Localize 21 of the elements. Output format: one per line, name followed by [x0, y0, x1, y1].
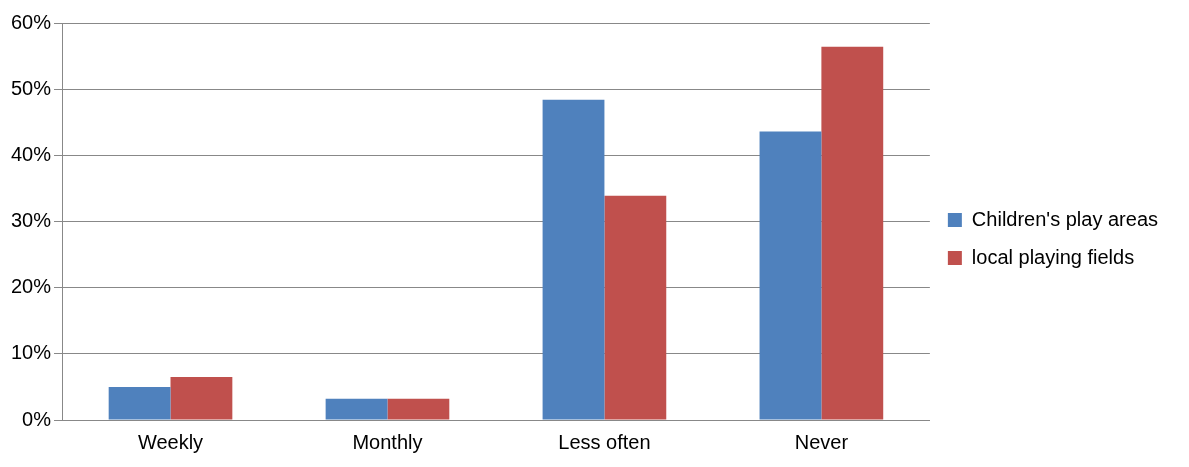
bar: [542, 99, 605, 420]
bar: [170, 376, 233, 420]
bar: [821, 46, 884, 420]
legend-label: Children's play areas: [971, 207, 1159, 230]
y-tick-label: 10%: [11, 341, 52, 364]
x-tick-label: Weekly: [137, 430, 204, 453]
bar: [108, 386, 171, 420]
bar: [759, 131, 822, 420]
y-tick-label: 30%: [11, 209, 52, 232]
y-tick-label: 60%: [11, 10, 52, 33]
bar: [325, 398, 388, 420]
bar: [604, 195, 667, 420]
y-tick-label: 0%: [22, 407, 52, 430]
x-tick-label: Monthly: [352, 430, 423, 453]
y-tick-label: 20%: [11, 275, 52, 298]
legend-label: local playing fields: [971, 245, 1135, 268]
y-tick-label: 40%: [11, 142, 52, 165]
bar: [387, 398, 450, 420]
x-tick-label: Never: [794, 430, 849, 453]
y-tick-label: 50%: [11, 76, 52, 99]
x-tick-label: Less often: [558, 430, 651, 453]
